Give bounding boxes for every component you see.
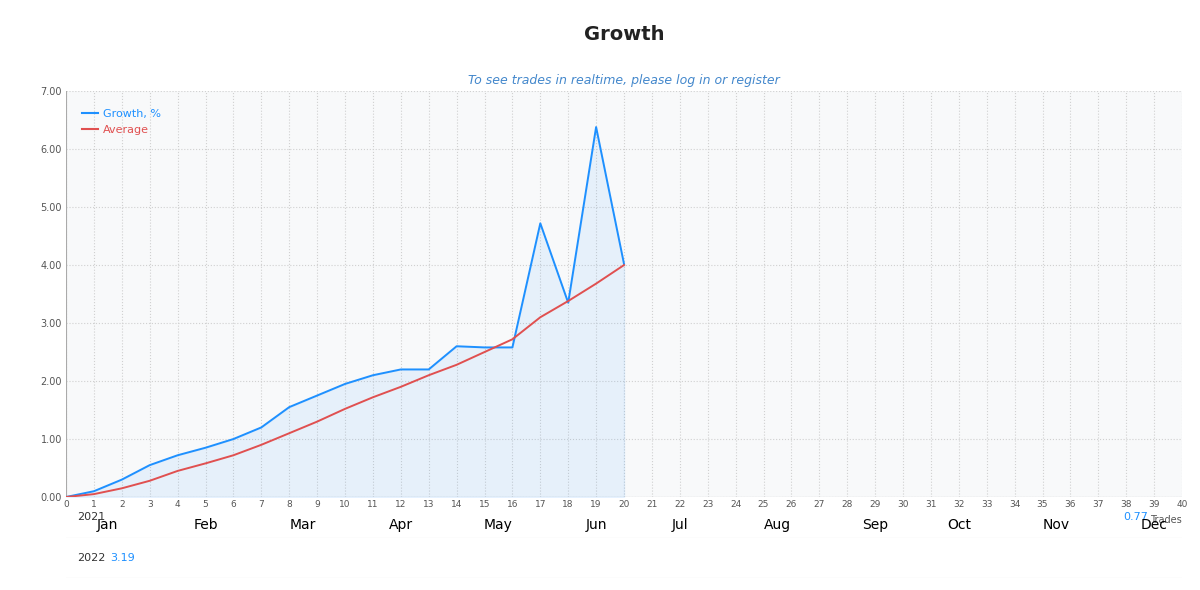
Text: Growth: Growth <box>583 25 665 44</box>
Text: 2022: 2022 <box>77 553 106 563</box>
Text: 2021: 2021 <box>77 512 106 522</box>
Text: 3.19: 3.19 <box>110 553 136 563</box>
Legend: Growth, %, Average: Growth, %, Average <box>77 105 166 139</box>
Text: Trades: Trades <box>1151 515 1182 525</box>
Text: To see trades in realtime, please log in or register: To see trades in realtime, please log in… <box>468 74 780 87</box>
Text: 0.77: 0.77 <box>1123 512 1148 522</box>
